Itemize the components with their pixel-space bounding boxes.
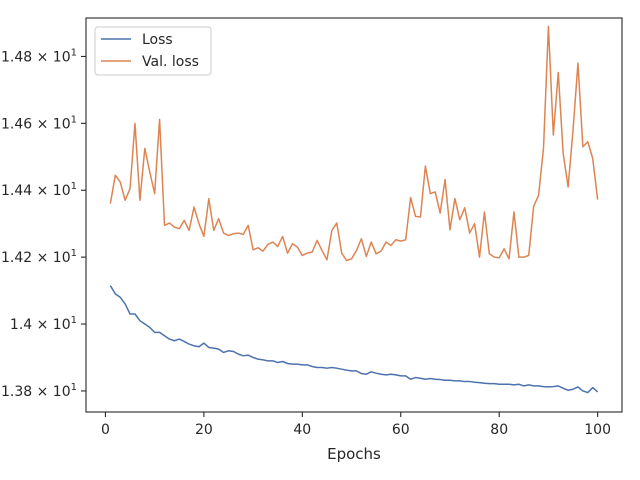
y-tick-label: 1.46 × 101: [1, 114, 77, 132]
x-axis: 0 20 40 60 80 100: [101, 412, 611, 438]
x-tick-label: 100: [584, 422, 611, 438]
x-tick-label: 60: [392, 422, 410, 438]
y-tick-label: 1.4 × 101: [10, 315, 77, 333]
legend-label-val-loss: Val. loss: [142, 54, 199, 70]
y-tick-label: 1.44 × 101: [1, 181, 77, 199]
y-tick-label: 1.48 × 101: [1, 47, 77, 65]
plot-lines: [109, 25, 599, 394]
x-axis-label: Epochs: [327, 445, 381, 463]
plot-area-frame: [85, 17, 623, 413]
x-tick-label: 40: [293, 422, 311, 438]
legend: Loss Val. loss: [94, 26, 212, 76]
y-tick-label: 1.42 × 101: [1, 248, 77, 266]
y-axis: 1.38 × 101 1.4 × 101 1.42 × 101 1.44 × 101 1…: [1, 47, 86, 400]
x-tick-label: 80: [490, 422, 508, 438]
legend-label-loss: Loss: [142, 32, 173, 48]
x-tick-label: 20: [195, 422, 213, 438]
y-tick-label: 1.38 × 101: [1, 382, 77, 400]
x-tick-label: 0: [101, 422, 110, 438]
series-line-val-loss: [109, 25, 599, 262]
series-line-loss: [109, 285, 599, 394]
